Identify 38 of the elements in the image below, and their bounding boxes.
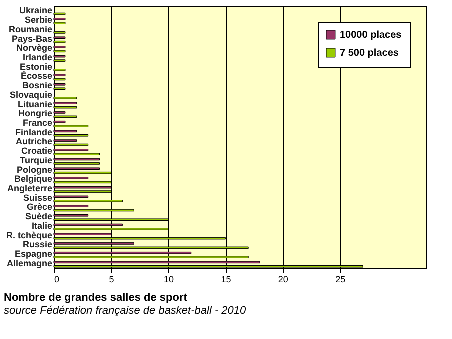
legend-label: 10000 places	[340, 30, 402, 41]
text: source Fédération française de basket-ball - 2010	[4, 305, 248, 317]
y-tick-label: Suède	[25, 212, 52, 222]
y-tick-label: Allemagne	[6, 258, 52, 268]
y-tick-label: Lituanie	[18, 99, 52, 110]
legend-label: 7 500 places	[340, 48, 400, 59]
y-tick-label: Ukraine	[19, 6, 52, 16]
y-tick-label: Serbie	[24, 15, 52, 26]
y-tick-label: Norvège	[16, 43, 52, 54]
x-tick-label: 0	[54, 274, 60, 284]
y-tick-label: Finlande	[15, 127, 52, 138]
x-tick-label: 15	[221, 274, 232, 284]
y-tick-label: Bosnie	[22, 80, 52, 91]
y-tick-label: Estonie	[20, 62, 52, 72]
y-tick-label: Pologne	[17, 164, 52, 175]
x-tick-label: 10	[164, 274, 174, 284]
y-tick-label: Croatie	[21, 146, 52, 156]
y-tick-label: Slovaquie	[10, 90, 52, 100]
y-tick-label: Angleterre	[7, 183, 52, 194]
y-tick-label: Espagne	[14, 248, 52, 259]
y-tick-label: Belgique	[14, 174, 52, 184]
y-tick-label: Pays-Bas	[12, 34, 52, 44]
x-tick-label: 5	[109, 274, 114, 284]
y-tick-label: Roumanie	[8, 24, 52, 34]
y-tick-label: Grèce	[26, 202, 52, 212]
y-tick-label: Suisse	[23, 192, 52, 203]
y-tick-label: R. tchèque	[6, 230, 52, 240]
y-tick-label: Turquie	[20, 155, 52, 166]
x-tick-label: 20	[278, 274, 288, 284]
y-tick-label: Écosse	[20, 71, 52, 82]
text: Nombre de grandes salles de sport	[4, 292, 188, 304]
y-tick-label: Irlande	[22, 52, 52, 62]
y-tick-label: France	[22, 118, 52, 128]
y-tick-label: Russie	[22, 240, 52, 250]
x-tick-label: 25	[336, 274, 346, 284]
y-tick-label: Autriche	[16, 136, 52, 147]
y-tick-label: Hongrie	[18, 108, 52, 119]
y-tick-label: Italie	[32, 220, 52, 231]
